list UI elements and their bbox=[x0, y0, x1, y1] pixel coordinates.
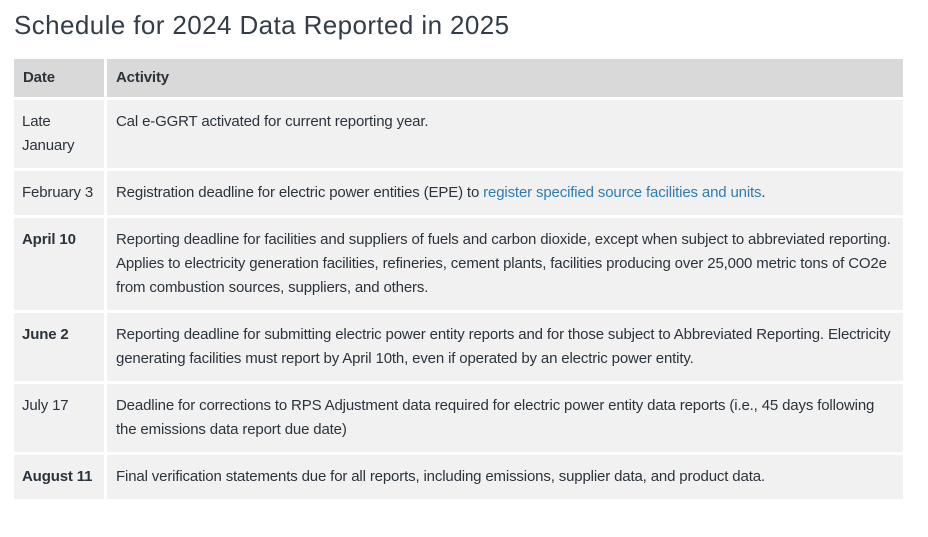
date-cell: April 10 bbox=[14, 218, 104, 310]
activity-cell: Cal e-GGRT activated for current reporti… bbox=[107, 100, 903, 168]
table-row: Late January Cal e-GGRT activated for cu… bbox=[14, 100, 903, 168]
page-title: Schedule for 2024 Data Reported in 2025 bbox=[14, 10, 510, 40]
column-header-date: Date bbox=[14, 59, 104, 97]
table-row: August 11 Final verification statements … bbox=[14, 455, 903, 499]
column-header-activity: Activity bbox=[107, 59, 903, 97]
activity-text: Registration deadline for electric power… bbox=[116, 184, 484, 201]
table-row: June 2 Reporting deadline for submitting… bbox=[14, 313, 903, 381]
date-cell: June 2 bbox=[14, 313, 104, 381]
activity-text: Final verification statements due for al… bbox=[116, 468, 765, 485]
header-row: Date Activity bbox=[14, 59, 903, 97]
date-cell: Late January bbox=[14, 100, 104, 168]
table-row: February 3 Registration deadline for ele… bbox=[14, 171, 903, 215]
date-cell: August 11 bbox=[14, 455, 104, 499]
activity-text: Deadline for corrections to RPS Adjustme… bbox=[116, 397, 875, 438]
date-cell: February 3 bbox=[14, 171, 104, 215]
activity-text: . bbox=[761, 184, 766, 201]
date-cell: July 17 bbox=[14, 384, 104, 452]
activity-text: Cal e-GGRT activated for current reporti… bbox=[116, 113, 429, 130]
activity-cell: Deadline for corrections to RPS Adjustme… bbox=[107, 384, 903, 452]
table-row: April 10 Reporting deadline for faciliti… bbox=[14, 218, 903, 310]
activity-text: Reporting deadline for facilities and su… bbox=[116, 231, 891, 296]
register-facilities-link[interactable]: register specified source facilities and… bbox=[483, 184, 762, 201]
activity-cell: Final verification statements due for al… bbox=[107, 455, 903, 499]
activity-text: Reporting deadline for submitting electr… bbox=[116, 326, 891, 367]
table-row: July 17 Deadline for corrections to RPS … bbox=[14, 384, 903, 452]
schedule-table: Date Activity Late January Cal e-GGRT ac… bbox=[11, 56, 906, 502]
activity-cell: Reporting deadline for submitting electr… bbox=[107, 313, 903, 381]
activity-cell: Reporting deadline for facilities and su… bbox=[107, 218, 903, 310]
activity-cell: Registration deadline for electric power… bbox=[107, 171, 903, 215]
